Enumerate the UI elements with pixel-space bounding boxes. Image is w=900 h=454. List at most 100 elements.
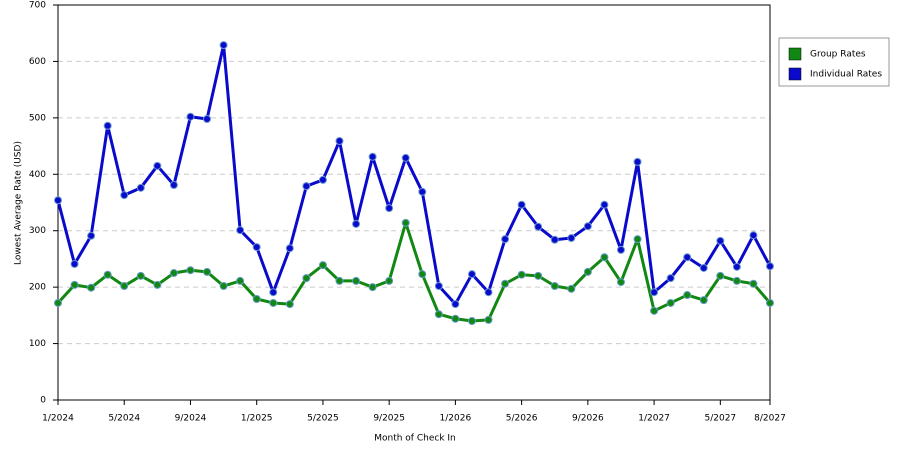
point <box>451 314 460 323</box>
legend-swatch <box>788 47 802 61</box>
y-tick-label: 600 <box>29 57 46 67</box>
point <box>716 236 725 245</box>
y-tick-label: 300 <box>29 226 46 236</box>
point <box>236 276 245 285</box>
x-tick-label: 9/2025 <box>373 414 405 424</box>
point <box>616 245 625 254</box>
x-axis-label: Month of Check In <box>374 434 456 444</box>
point <box>600 200 609 209</box>
y-tick-label: 0 <box>40 396 46 406</box>
point <box>103 270 112 279</box>
point <box>103 121 112 130</box>
point <box>252 294 261 303</box>
point <box>401 153 410 162</box>
point <box>169 181 178 190</box>
point <box>87 283 96 292</box>
x-tick-label: 5/2025 <box>307 414 339 424</box>
point <box>732 276 741 285</box>
legend-swatch <box>788 67 802 81</box>
point <box>269 288 278 297</box>
point <box>153 280 162 289</box>
point <box>169 269 178 278</box>
point <box>186 112 195 121</box>
series-line <box>56 221 772 323</box>
point <box>534 271 543 280</box>
x-tick-label: 5/2024 <box>108 414 140 424</box>
x-tick-label: 9/2024 <box>175 414 207 424</box>
x-tick-label: 1/2024 <box>42 414 74 424</box>
point <box>368 152 377 161</box>
point <box>352 219 361 228</box>
x-tick-label: 1/2025 <box>241 414 273 424</box>
point <box>583 267 592 276</box>
point <box>501 235 510 244</box>
point <box>285 244 294 253</box>
point <box>385 276 394 285</box>
y-tick-label: 400 <box>29 170 46 180</box>
point <box>567 234 576 243</box>
point <box>650 288 659 297</box>
plot-frame <box>57 4 771 401</box>
x-tick-label: 1/2026 <box>440 414 472 424</box>
point <box>418 270 427 279</box>
point <box>749 279 758 288</box>
point <box>70 280 79 289</box>
point <box>749 231 758 240</box>
point <box>467 270 476 279</box>
point <box>236 226 245 235</box>
y-tick-label: 500 <box>29 113 46 123</box>
point <box>136 271 145 280</box>
point <box>550 282 559 291</box>
point <box>203 267 212 276</box>
point <box>120 282 129 291</box>
point <box>219 282 228 291</box>
point <box>583 222 592 231</box>
point <box>136 183 145 192</box>
point <box>699 296 708 305</box>
y-tick-label: 100 <box>29 339 46 349</box>
point <box>567 284 576 293</box>
point <box>54 298 62 307</box>
y-tick-label: 700 <box>29 1 46 11</box>
point <box>120 191 129 200</box>
point <box>186 266 195 275</box>
point <box>766 298 774 307</box>
point <box>766 262 774 271</box>
point <box>352 276 361 285</box>
point <box>54 196 62 205</box>
point <box>401 218 410 227</box>
x-tick-label: 9/2026 <box>572 414 604 424</box>
y-tick-label: 200 <box>29 283 46 293</box>
point <box>517 270 526 279</box>
point <box>335 136 344 145</box>
point <box>716 271 725 280</box>
point <box>434 282 443 291</box>
point <box>666 274 675 283</box>
legend-label: Individual Rates <box>810 70 882 80</box>
point <box>318 175 327 184</box>
point <box>70 260 79 269</box>
legend-label: Group Rates <box>810 50 866 60</box>
point <box>699 263 708 272</box>
point <box>418 187 427 196</box>
x-tick-label: 1/2027 <box>638 414 670 424</box>
x-tick-label: 5/2027 <box>704 414 736 424</box>
point <box>451 300 460 309</box>
y-axis-label: Lowest Average Rate (USD) <box>14 141 24 265</box>
point <box>335 276 344 285</box>
series-line <box>56 43 772 306</box>
point <box>666 298 675 307</box>
point <box>732 262 741 271</box>
point <box>302 182 311 191</box>
point <box>219 41 228 50</box>
point <box>252 243 261 252</box>
point <box>616 278 625 287</box>
x-tick-label: 8/2027 <box>754 414 786 424</box>
point <box>633 157 642 166</box>
point <box>467 317 476 325</box>
point <box>633 235 642 244</box>
point <box>501 279 510 288</box>
point <box>318 261 327 270</box>
point <box>203 114 212 123</box>
